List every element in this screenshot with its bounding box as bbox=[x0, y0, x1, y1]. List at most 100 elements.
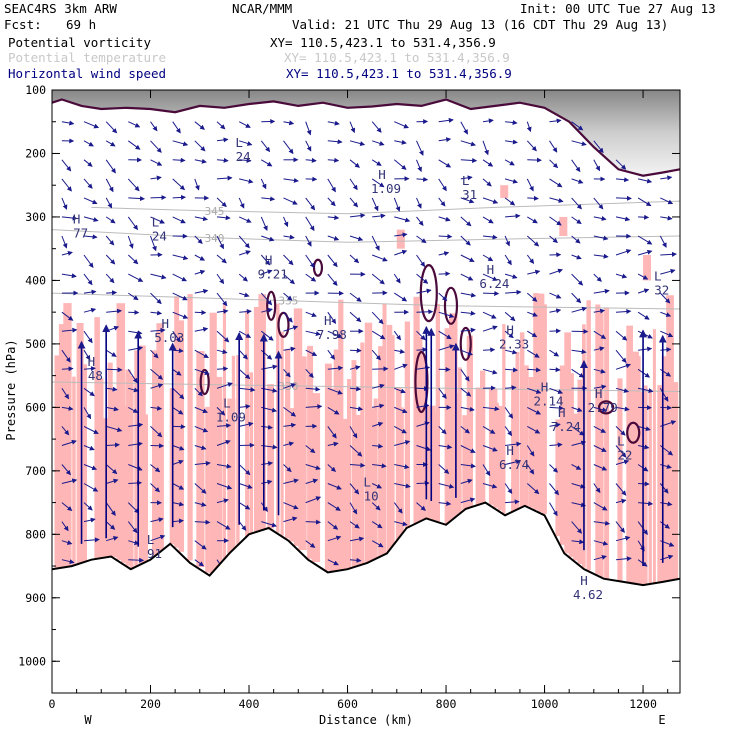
pv-fill-patch bbox=[500, 185, 509, 198]
wind-vector bbox=[460, 426, 470, 434]
wind-vector bbox=[105, 235, 115, 246]
wind-vector bbox=[571, 502, 587, 508]
pv-fill-streak bbox=[400, 407, 404, 537]
wind-vector bbox=[615, 426, 626, 436]
wind-vector bbox=[438, 137, 452, 143]
wind-vector bbox=[349, 178, 358, 191]
wind-vector bbox=[349, 521, 360, 529]
pv-fill-streak bbox=[205, 406, 210, 573]
wind-vector bbox=[394, 292, 408, 302]
wind-vector bbox=[460, 463, 476, 469]
wind-vector bbox=[172, 311, 189, 319]
wind-vector bbox=[349, 235, 364, 242]
pv-contour-blob bbox=[414, 350, 429, 414]
wind-vector bbox=[482, 197, 499, 204]
wind-vector bbox=[482, 140, 489, 156]
wind-vector bbox=[283, 464, 292, 473]
wind-vector bbox=[216, 439, 231, 446]
wind-vector bbox=[283, 383, 297, 389]
wind-vector bbox=[260, 292, 273, 306]
wind-vector bbox=[305, 519, 322, 525]
extremum-type: H bbox=[88, 354, 96, 369]
wind-vector bbox=[327, 311, 337, 324]
wind-vector bbox=[261, 159, 273, 167]
extremum-type: H bbox=[541, 380, 549, 395]
wind-vector bbox=[593, 346, 605, 352]
wind-vector bbox=[305, 254, 315, 269]
wind-vector bbox=[239, 250, 251, 256]
wind-vector bbox=[194, 178, 200, 191]
wind-vector bbox=[238, 368, 251, 380]
wind-vector bbox=[504, 330, 514, 339]
wind-vector bbox=[172, 459, 184, 465]
wind-vector bbox=[260, 140, 271, 153]
extremum-low: L31 bbox=[462, 173, 477, 202]
wind-vector bbox=[127, 369, 138, 384]
wind-vector bbox=[504, 159, 515, 166]
wind-vector bbox=[327, 254, 338, 268]
wind-vector bbox=[172, 445, 185, 451]
extremum-low: L24 bbox=[235, 135, 250, 164]
wind-vector bbox=[504, 426, 513, 437]
wind-vector bbox=[128, 273, 144, 282]
pv-fill-streak bbox=[134, 350, 138, 568]
wind-vector bbox=[549, 197, 564, 203]
wind-vector bbox=[194, 235, 203, 244]
wind-vector bbox=[106, 406, 119, 412]
wind-vector bbox=[549, 405, 564, 411]
wind-vector bbox=[105, 178, 114, 193]
y-tick-label: 100 bbox=[25, 83, 46, 97]
wind-vector bbox=[349, 311, 362, 323]
wind-vector bbox=[327, 215, 340, 221]
pv-fill-streak bbox=[386, 324, 393, 554]
wind-vector bbox=[349, 557, 362, 563]
pv-fill-streak bbox=[249, 372, 253, 535]
wind-vector bbox=[239, 292, 250, 298]
pv-fill-streak bbox=[373, 398, 378, 560]
wind-vector bbox=[526, 483, 540, 495]
pv-fill-streak bbox=[174, 296, 180, 548]
wind-vector bbox=[128, 345, 144, 351]
wind-vector bbox=[571, 235, 581, 244]
wind-vector bbox=[371, 121, 382, 133]
wind-vector bbox=[194, 269, 206, 275]
wind-vector bbox=[150, 292, 162, 305]
wind-vector bbox=[305, 478, 319, 484]
wind-vector bbox=[593, 425, 607, 433]
wind-vector bbox=[327, 139, 343, 145]
wind-vector bbox=[549, 216, 562, 226]
wind-vector bbox=[83, 254, 94, 268]
pv-fill-layer bbox=[54, 185, 679, 585]
extremum-value: 1.09 bbox=[371, 181, 401, 196]
wind-vector bbox=[593, 483, 601, 494]
wind-vector bbox=[216, 215, 231, 221]
wind-vector bbox=[615, 177, 630, 183]
pv-fill-streak bbox=[81, 364, 87, 564]
x-tick-label: 1200 bbox=[629, 697, 657, 711]
pv-fill-streak bbox=[435, 304, 440, 522]
wind-vector bbox=[106, 290, 118, 296]
wind-vector bbox=[216, 273, 225, 285]
wind-vector bbox=[283, 197, 298, 205]
wind-vector bbox=[371, 159, 382, 166]
wind-vector bbox=[393, 159, 407, 170]
wind-vector bbox=[83, 140, 94, 147]
wind-vector bbox=[372, 463, 387, 469]
wind-vector bbox=[305, 273, 317, 282]
wind-vector bbox=[238, 197, 245, 209]
wind-vector bbox=[216, 423, 232, 429]
wind-vector bbox=[615, 363, 631, 370]
extremum-high: H6.24 bbox=[479, 262, 509, 291]
pv-fill-streak bbox=[670, 382, 679, 581]
wind-vector bbox=[349, 159, 360, 168]
wind-vector bbox=[438, 330, 452, 340]
wind-vector bbox=[128, 540, 140, 546]
wind-vector bbox=[327, 349, 335, 360]
wind-vector bbox=[83, 121, 100, 129]
pv-fill-streak bbox=[577, 379, 585, 564]
extremum-value: 10 bbox=[364, 489, 379, 504]
wind-vector bbox=[482, 290, 500, 296]
wind-vector bbox=[283, 406, 297, 417]
wind-vector bbox=[549, 140, 558, 153]
wind-vector bbox=[482, 159, 494, 167]
